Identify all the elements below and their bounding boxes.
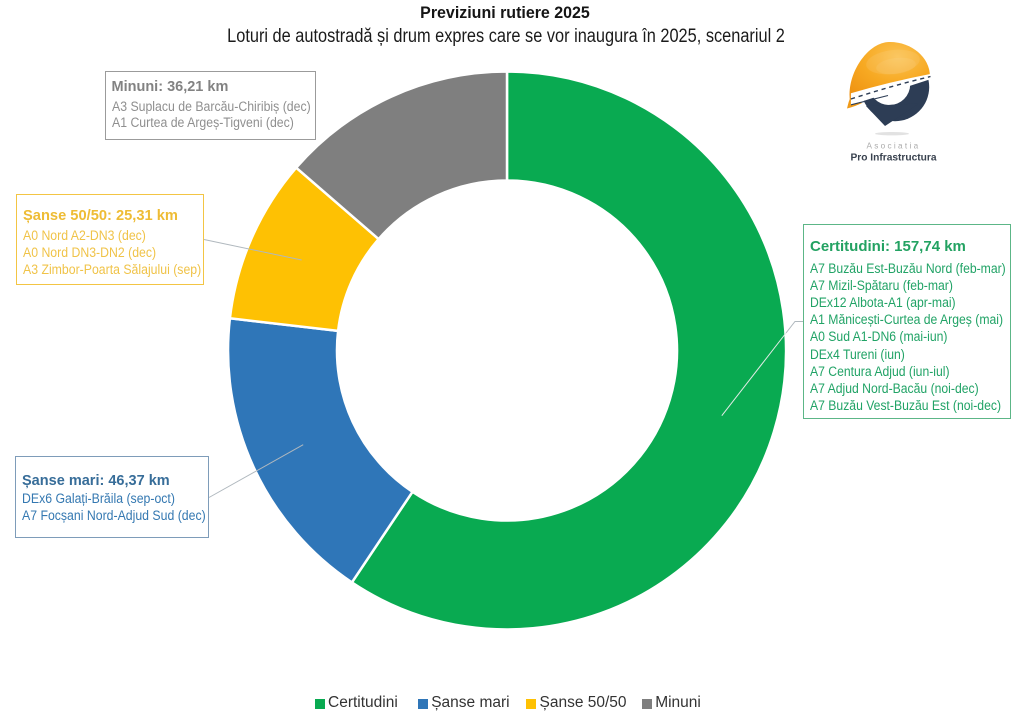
svg-text:Asociatia: Asociatia [867,141,921,150]
svg-text:Pro Infrastructura: Pro Infrastructura [850,153,936,164]
